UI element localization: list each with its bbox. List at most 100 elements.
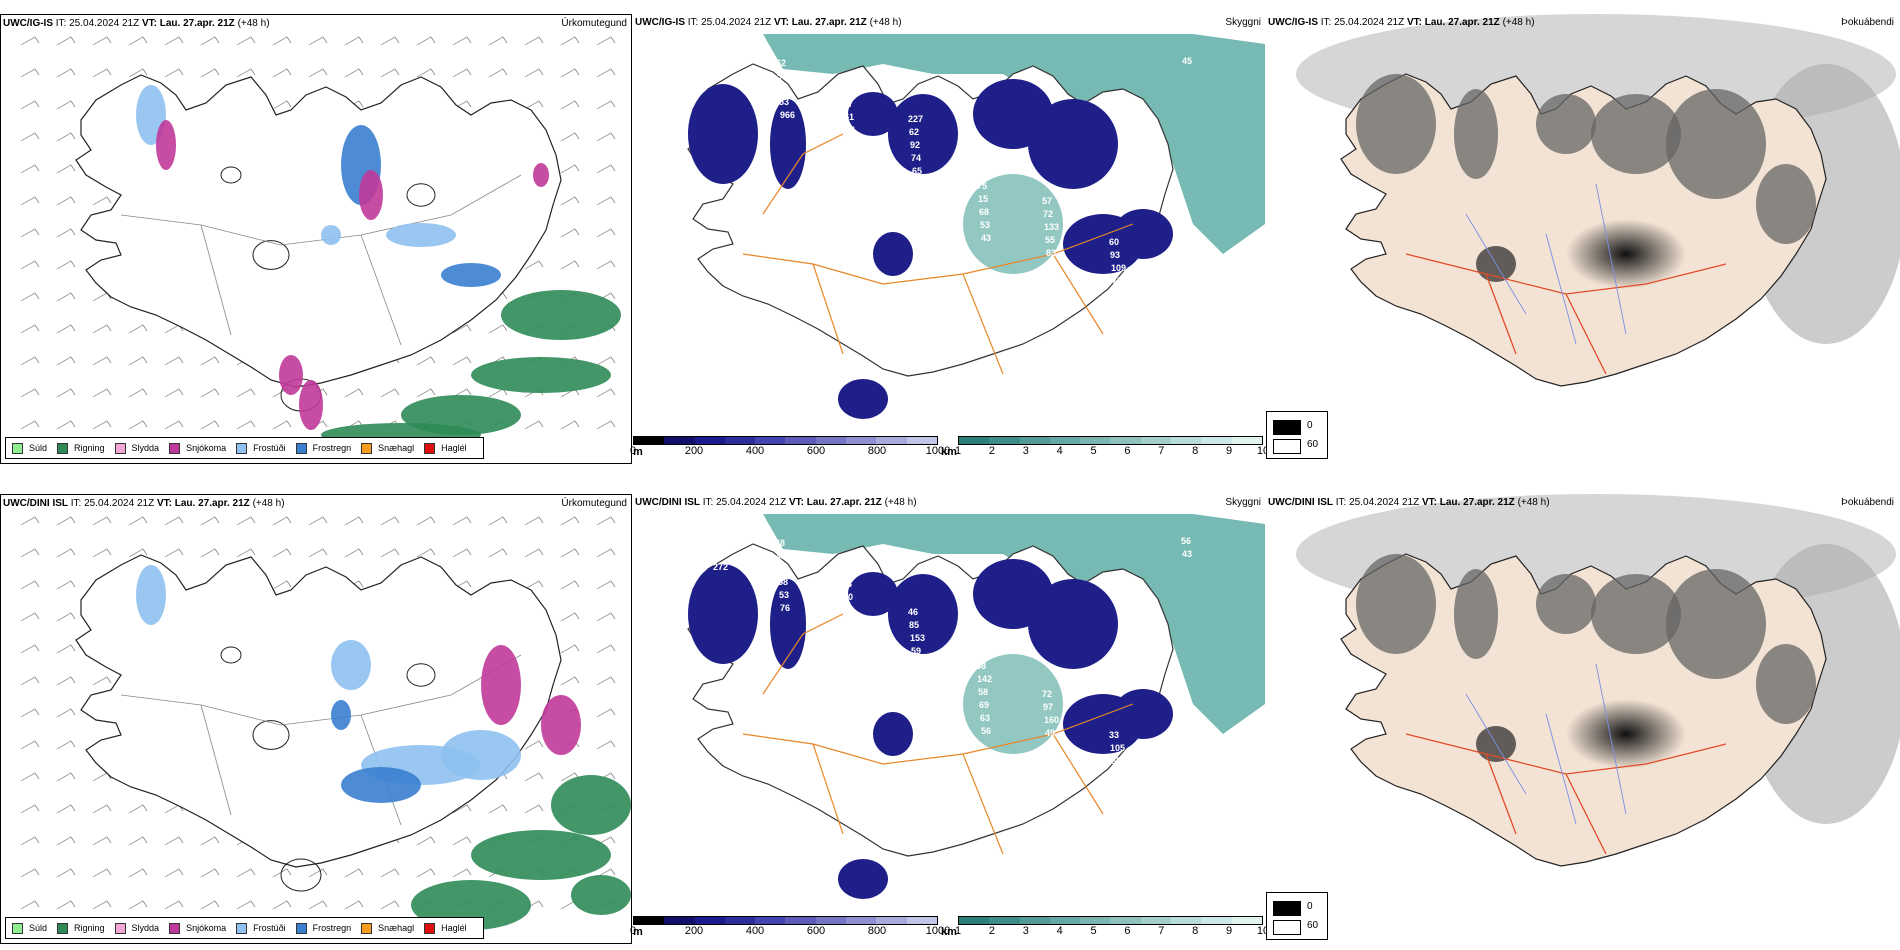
precip-map bbox=[20, 36, 621, 447]
colorbar-segment bbox=[1080, 437, 1111, 444]
low-ceiling-area bbox=[848, 92, 898, 136]
colorbar-tick-label: 200 bbox=[684, 925, 704, 937]
fog-map bbox=[1266, 14, 1900, 434]
visibility-value-label: 51 bbox=[844, 112, 854, 122]
colorbar-segment bbox=[815, 437, 847, 444]
visibility-value-label: 62 bbox=[776, 58, 786, 68]
visibility-colorbar: 1 2 3 4 5 6 7 8 9 10 bbox=[955, 916, 1269, 937]
colorbar-segment bbox=[815, 917, 847, 924]
visibility-value-label: 160 bbox=[1044, 715, 1059, 725]
ceiling-unit: m bbox=[633, 446, 643, 458]
legend-item: Frostúði bbox=[236, 922, 286, 934]
low-ceiling-area bbox=[770, 579, 806, 669]
colorbar-segment bbox=[694, 917, 725, 924]
colorbar-tick-label: 400 bbox=[745, 925, 765, 937]
fog-area bbox=[1756, 644, 1816, 724]
colorbar-tick-label: 4 bbox=[1056, 445, 1063, 457]
legend-swatch bbox=[295, 922, 307, 934]
legend-label: Súld bbox=[29, 443, 48, 453]
colorbar-segment bbox=[989, 437, 1020, 444]
ceiling-colorbar: 0 200 400 600 800 1000 bbox=[630, 916, 950, 937]
colorbar-tick-label: 2 bbox=[988, 445, 995, 457]
visibility-value-label: 49 bbox=[1115, 808, 1125, 818]
precip-type-panel-r2: UWC/DINI ISL IT: 25.04.2024 21Z VT: Lau.… bbox=[0, 494, 632, 944]
panel-product-name: Úrkomutegund bbox=[561, 498, 627, 509]
legend-swatch bbox=[361, 442, 373, 454]
panel-product-name: Þokuábendi bbox=[1841, 17, 1894, 28]
legend-item: Snjókoma bbox=[169, 442, 226, 454]
precip-area bbox=[321, 225, 341, 245]
legend-item: Slydda bbox=[114, 922, 160, 934]
visibility-value-label: 40 bbox=[1048, 767, 1058, 777]
legend-label: Slydda bbox=[131, 443, 160, 453]
visibility-value-label: 43 bbox=[1182, 549, 1192, 559]
colorbar-segment bbox=[724, 917, 756, 924]
colorbar-tick-label: 6 bbox=[1124, 925, 1131, 937]
visibility-value-label: 80 bbox=[1046, 741, 1056, 751]
colorbar-tick-label: 1000 bbox=[925, 445, 951, 457]
colorbar-tick-label: 6 bbox=[1124, 445, 1131, 457]
panel-product-name: Þokuábendi bbox=[1841, 497, 1894, 508]
visibility-value-label: 109 bbox=[1111, 263, 1126, 273]
panel-title: UWC/DINI ISL IT: 25.04.2024 21Z VT: Lau.… bbox=[635, 497, 917, 508]
visibility-value-label: 76 bbox=[1177, 784, 1187, 794]
fog-area bbox=[1356, 554, 1436, 654]
colorbar-segment bbox=[664, 437, 695, 444]
precip-area bbox=[136, 565, 166, 625]
visibility-value-label: 71 bbox=[778, 84, 788, 94]
colorbar-tick-label: 800 bbox=[867, 445, 887, 457]
fog-map bbox=[1266, 494, 1900, 914]
colorbar-strip bbox=[958, 916, 1263, 925]
legend-swatch bbox=[361, 922, 373, 934]
legend-item: Slydda bbox=[114, 442, 160, 454]
precip-area bbox=[386, 223, 456, 247]
fog-low-label: 60 bbox=[1307, 439, 1319, 450]
precip-area bbox=[501, 290, 621, 340]
legend-label: Frostúði bbox=[253, 923, 286, 933]
legend-item: Snæhagl bbox=[361, 922, 414, 934]
visibility-value-label: 93 bbox=[1110, 250, 1120, 260]
visibility-value-label: 73 bbox=[845, 618, 855, 628]
colorbar-segment bbox=[634, 917, 665, 924]
low-ceiling-area bbox=[1028, 99, 1118, 189]
precip-area bbox=[299, 380, 323, 430]
visibility-value-label: 43 bbox=[981, 233, 991, 243]
visibility-value-label: 76 bbox=[780, 603, 790, 613]
low-ceiling-area bbox=[873, 232, 913, 276]
visibility-value-label: 107 bbox=[975, 648, 990, 658]
colorbar-ticks: 1 2 3 4 5 6 7 8 9 10 bbox=[955, 445, 1269, 457]
precip-area bbox=[481, 645, 521, 725]
visibility-value-label: 53 bbox=[980, 220, 990, 230]
ceiling-unit: m bbox=[633, 926, 643, 938]
precip-area bbox=[331, 700, 351, 730]
visibility-value-label: 65 bbox=[975, 155, 985, 165]
visibility-value-label: 71 bbox=[976, 168, 986, 178]
panel-title: UWC/DINI ISL IT: 25.04.2024 21Z VT: Lau.… bbox=[3, 498, 285, 509]
legend-item: Rigning bbox=[57, 922, 105, 934]
visibility-value-label: 54 bbox=[1115, 315, 1125, 325]
legend-item: Frostregn bbox=[295, 922, 351, 934]
visibility-value-label: 53 bbox=[779, 97, 789, 107]
visibility-value-label: 56 bbox=[1181, 536, 1191, 546]
visibility-value-label: 62 bbox=[913, 672, 923, 682]
visibility-value-label: 52 bbox=[1047, 754, 1057, 764]
visibility-value-label: 63 bbox=[980, 713, 990, 723]
low-ceiling-area bbox=[838, 859, 888, 899]
visibility-unit: km bbox=[941, 926, 957, 938]
low-ceiling-area bbox=[873, 712, 913, 756]
visibility-value-label: 56 bbox=[844, 605, 854, 615]
fog-high-label: 0 bbox=[1307, 420, 1313, 431]
low-ceiling-area bbox=[1028, 579, 1118, 669]
legend-label: Slydda bbox=[131, 923, 160, 933]
colorbar-tick-label: 2 bbox=[988, 925, 995, 937]
visibility-value-label: 44 bbox=[1048, 274, 1058, 284]
colorbar-segment bbox=[876, 917, 907, 924]
colorbar-tick-label: 8 bbox=[1192, 925, 1199, 937]
fog-area bbox=[1591, 574, 1681, 654]
low-ceiling-area bbox=[888, 574, 958, 654]
colorbar-tick-label: 9 bbox=[1226, 925, 1233, 937]
precip-area bbox=[359, 170, 383, 220]
legend-label: Rigning bbox=[74, 923, 105, 933]
panel-title: UWC/DINI ISL IT: 25.04.2024 21Z VT: Lau.… bbox=[1268, 497, 1550, 508]
fog-low-swatch bbox=[1273, 439, 1301, 454]
